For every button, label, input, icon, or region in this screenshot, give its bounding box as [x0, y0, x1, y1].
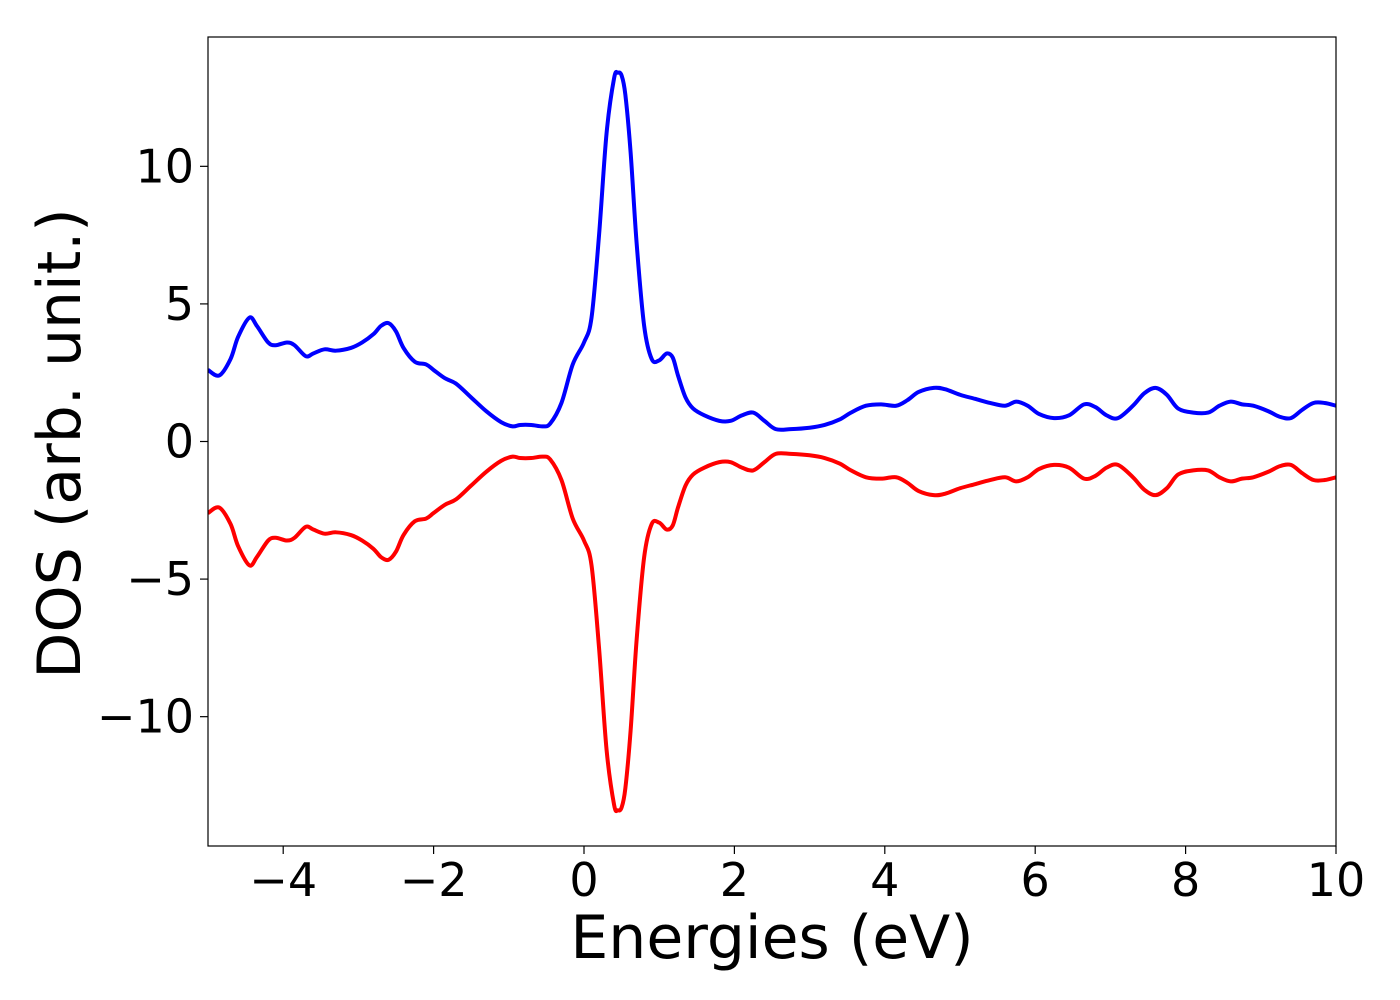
spin-down-line: [208, 451, 1336, 814]
x-tick-label: −2: [400, 853, 468, 907]
y-tick-label: −10: [97, 690, 194, 744]
x-tick-label: 10: [1307, 853, 1366, 907]
x-tick-label: 8: [1171, 853, 1200, 907]
series-layer: [208, 69, 1336, 814]
y-axis-ticks: −10 −5 0 5 10: [97, 139, 208, 744]
x-axis-title: Energies (eV): [570, 903, 973, 973]
x-tick-label: 0: [569, 853, 598, 907]
y-tick-label: −5: [126, 552, 194, 606]
x-tick-label: −4: [249, 853, 317, 907]
x-tick-label: 4: [870, 853, 899, 907]
y-tick-label: 10: [135, 139, 194, 193]
x-axis-ticks: −4 −2 0 2 4 6 8 10: [249, 846, 1365, 907]
y-tick-label: 5: [165, 277, 194, 331]
plot-frame: [207, 36, 1337, 847]
x-tick-label: 2: [720, 853, 749, 907]
spin-up-line: [208, 69, 1336, 432]
y-axis-title: DOS (arb. unit.): [25, 208, 95, 678]
x-tick-label: 6: [1021, 853, 1050, 907]
y-tick-label: 0: [165, 415, 194, 469]
